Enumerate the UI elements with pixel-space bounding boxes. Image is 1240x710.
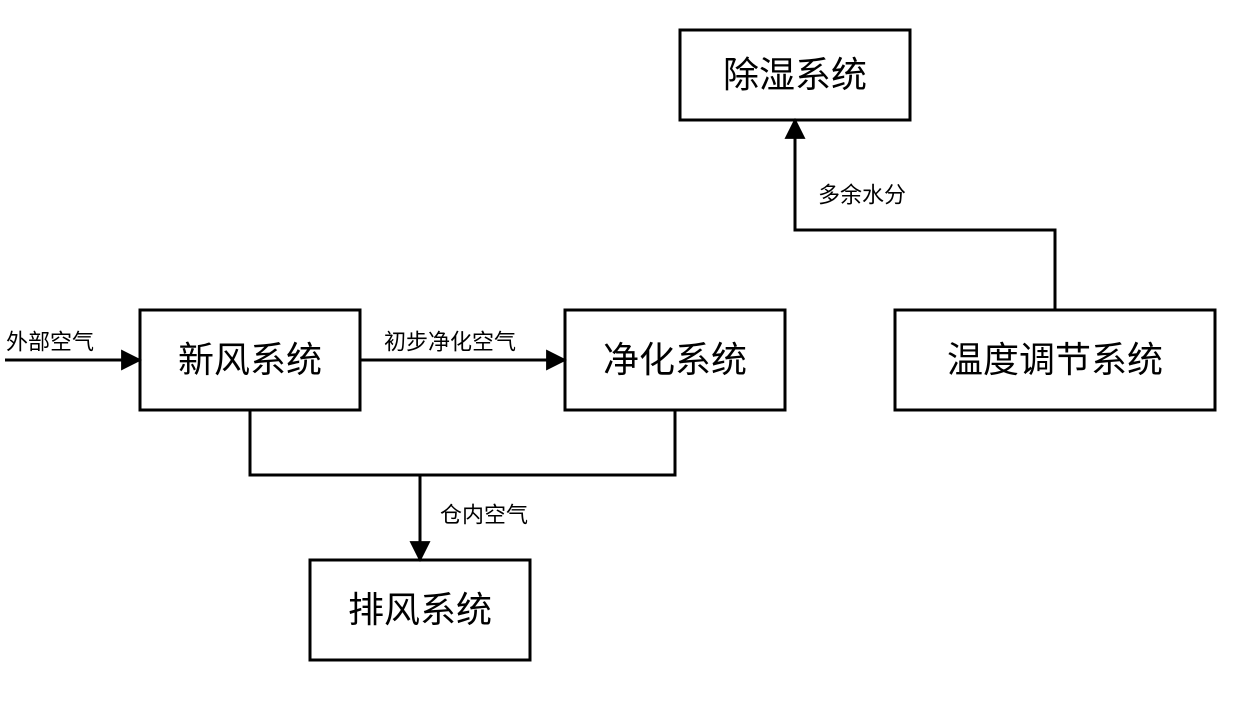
edge-label-e-external-fresh: 外部空气	[6, 330, 94, 355]
edge-label-e-to-exhaust: 仓内空气	[440, 503, 528, 528]
node-label-purify: 净化系统	[603, 340, 747, 380]
node-label-exhaust: 排风系统	[348, 590, 492, 630]
node-label-tempReg: 温度调节系统	[947, 340, 1163, 380]
edge-label-e-temp-dehumid: 多余水分	[818, 183, 906, 208]
edge-e-temp-dehumid	[795, 120, 1055, 310]
edge-label-e-fresh-purify: 初步净化空气	[384, 330, 516, 355]
node-label-freshAir: 新风系统	[178, 340, 322, 380]
node-label-dehumid: 除湿系统	[723, 55, 867, 95]
edge-e-to-exhaust	[250, 410, 675, 475]
flowchart-canvas: 外部空气 初步净化空气 多余水分仓内空气 除湿系统新风系统 净化系统 温度调节系统排风系统	[0, 0, 1240, 710]
